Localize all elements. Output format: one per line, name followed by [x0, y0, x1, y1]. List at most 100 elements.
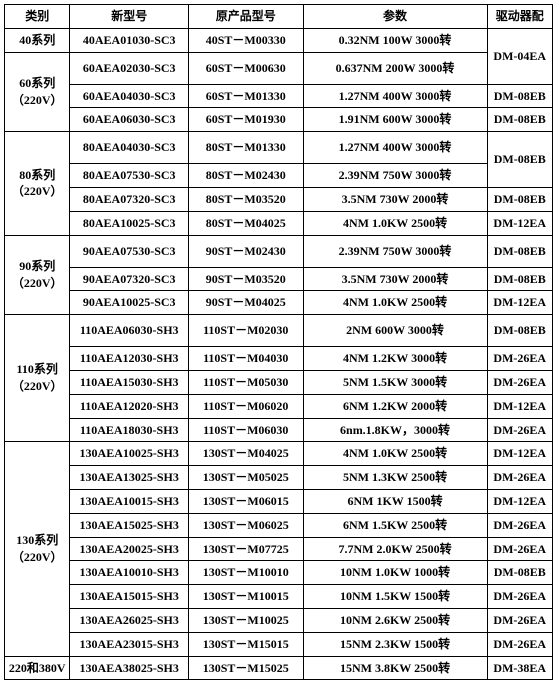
table-row: 130AEA15015-SH3130ST－M1001510NM 1.5KW 15… — [5, 585, 553, 609]
driver-cell: DM-12EA — [487, 442, 552, 466]
driver-cell: DM-08EB — [487, 235, 552, 267]
category-cell: 60系列（220V） — [5, 52, 70, 132]
params-cell: 4NM 1.0KW 2500转 — [303, 442, 487, 466]
table-row: 40系列40AEA01030-SC340ST－M003300.32NM 100W… — [5, 28, 553, 52]
driver-cell: DM-12EA — [487, 211, 552, 235]
driver-cell: DM-12EA — [487, 394, 552, 418]
new-model-cell: 130AEA23015-SH3 — [70, 632, 189, 656]
new-model-cell: 130AEA20025-SH3 — [70, 537, 189, 561]
old-model-cell: 60ST－M01330 — [189, 84, 304, 108]
params-cell: 15NM 3.8KW 2500转 — [303, 656, 487, 680]
old-model-cell: 80ST－M01330 — [189, 132, 304, 164]
table-row: 130AEA13025-SH3130ST－M050255NM 1.3KW 250… — [5, 466, 553, 490]
new-model-cell: 110AEA06030-SH3 — [70, 315, 189, 347]
old-model-cell: 110ST－M05030 — [189, 370, 304, 394]
category-cell: 220和380V — [5, 656, 70, 680]
params-cell: 0.32NM 100W 3000转 — [303, 28, 487, 52]
old-model-cell: 130ST－M15025 — [189, 656, 304, 680]
params-cell: 0.637NM 200W 3000转 — [303, 52, 487, 84]
old-model-cell: 90ST－M04025 — [189, 291, 304, 315]
category-cell: 80系列（220V） — [5, 132, 70, 235]
table-row: 110AEA12030-SH3110ST－M040304NM 1.2KW 300… — [5, 347, 553, 371]
old-model-cell: 90ST－M03520 — [189, 267, 304, 291]
table-row: 80AEA07320-SC380ST－M035203.5NM 730W 2000… — [5, 187, 553, 211]
category-cell: 110系列（220V） — [5, 315, 70, 442]
old-model-cell: 130ST－M05025 — [189, 466, 304, 490]
table-row: 130AEA15025-SH3130ST－M060256NM 1.5KW 250… — [5, 513, 553, 537]
category-cell: 40系列 — [5, 28, 70, 52]
old-model-cell: 80ST－M04025 — [189, 211, 304, 235]
driver-cell: DM-08EB — [487, 132, 552, 188]
params-cell: 5NM 1.3KW 2500转 — [303, 466, 487, 490]
table-row: 130AEA26025-SH3130ST－M1002510NM 2.6KW 25… — [5, 608, 553, 632]
new-model-cell: 130AEA10015-SH3 — [70, 489, 189, 513]
header-old-model: 原产品型号 — [189, 5, 304, 29]
table-row: 130AEA23015-SH3130ST－M1501515NM 2.3KW 15… — [5, 632, 553, 656]
old-model-cell: 110ST－M06030 — [189, 418, 304, 442]
table-row: 130AEA20025-SH3130ST－M077257.7NM 2.0KW 2… — [5, 537, 553, 561]
old-model-cell: 60ST－M01930 — [189, 108, 304, 132]
params-cell: 6NM 1.5KW 2500转 — [303, 513, 487, 537]
header-driver: 驱动器配 — [487, 5, 552, 29]
new-model-cell: 80AEA07530-SC3 — [70, 164, 189, 188]
old-model-cell: 130ST－M07725 — [189, 537, 304, 561]
header-row: 类别 新型号 原产品型号 参数 驱动器配 — [5, 5, 553, 29]
table-row: 110AEA18030-SH3110ST－M060306nm.1.8KW，300… — [5, 418, 553, 442]
new-model-cell: 130AEA13025-SH3 — [70, 466, 189, 490]
params-cell: 15NM 2.3KW 1500转 — [303, 632, 487, 656]
params-cell: 1.91NM 600W 3000转 — [303, 108, 487, 132]
new-model-cell: 80AEA04030-SC3 — [70, 132, 189, 164]
old-model-cell: 60ST－M00630 — [189, 52, 304, 84]
params-cell: 4NM 1.0KW 2500转 — [303, 211, 487, 235]
table-row: 130AEA10015-SH3130ST－M060156NM 1KW 1500转… — [5, 489, 553, 513]
old-model-cell: 130ST－M04025 — [189, 442, 304, 466]
driver-cell: DM-08EB — [487, 561, 552, 585]
driver-cell: DM-08EB — [487, 84, 552, 108]
table-row: 60AEA06030-SC360ST－M019301.91NM 600W 300… — [5, 108, 553, 132]
params-cell: 2.39NM 750W 3000转 — [303, 164, 487, 188]
old-model-cell: 80ST－M02430 — [189, 164, 304, 188]
old-model-cell: 130ST－M10015 — [189, 585, 304, 609]
table-row: 80AEA07530-SC380ST－M024302.39NM 750W 300… — [5, 164, 553, 188]
driver-cell: DM-08EB — [487, 108, 552, 132]
driver-cell: DM-26EA — [487, 537, 552, 561]
table-row: 130AEA10010-SH3130ST－M1001010NM 1.0KW 10… — [5, 561, 553, 585]
params-cell: 2.39NM 750W 3000转 — [303, 235, 487, 267]
table-row: 80AEA10025-SC380ST－M040254NM 1.0KW 2500转… — [5, 211, 553, 235]
new-model-cell: 60AEA06030-SC3 — [70, 108, 189, 132]
new-model-cell: 130AEA38025-SH3 — [70, 656, 189, 680]
new-model-cell: 130AEA26025-SH3 — [70, 608, 189, 632]
new-model-cell: 110AEA12030-SH3 — [70, 347, 189, 371]
driver-cell: DM-26EA — [487, 585, 552, 609]
new-model-cell: 130AEA10010-SH3 — [70, 561, 189, 585]
driver-cell: DM-26EA — [487, 608, 552, 632]
header-params: 参数 — [303, 5, 487, 29]
table-row: 80系列（220V）80AEA04030-SC380ST－M013301.27N… — [5, 132, 553, 164]
old-model-cell: 130ST－M15015 — [189, 632, 304, 656]
driver-cell: DM-12EA — [487, 291, 552, 315]
params-cell: 3.5NM 730W 2000转 — [303, 267, 487, 291]
params-cell: 1.27NM 400W 3000转 — [303, 84, 487, 108]
params-cell: 1.27NM 400W 3000转 — [303, 132, 487, 164]
old-model-cell: 130ST－M06015 — [189, 489, 304, 513]
driver-cell: DM-26EA — [487, 370, 552, 394]
table-row: 130系列（220V）130AEA10025-SH3130ST－M040254N… — [5, 442, 553, 466]
category-cell: 130系列（220V） — [5, 442, 70, 656]
params-cell: 4NM 1.0KW 2500转 — [303, 291, 487, 315]
driver-cell: DM-26EA — [487, 466, 552, 490]
new-model-cell: 40AEA01030-SC3 — [70, 28, 189, 52]
old-model-cell: 90ST－M02430 — [189, 235, 304, 267]
driver-cell: DM-26EA — [487, 347, 552, 371]
params-cell: 10NM 1.0KW 1000转 — [303, 561, 487, 585]
params-cell: 6NM 1.2KW 2000转 — [303, 394, 487, 418]
header-new-model: 新型号 — [70, 5, 189, 29]
old-model-cell: 80ST－M03520 — [189, 187, 304, 211]
driver-cell: DM-08EB — [487, 187, 552, 211]
new-model-cell: 90AEA07320-SC3 — [70, 267, 189, 291]
driver-cell: DM-26EA — [487, 418, 552, 442]
table-row: 90AEA10025-SC390ST－M040254NM 1.0KW 2500转… — [5, 291, 553, 315]
table-row: 60AEA04030-SC360ST－M013301.27NM 400W 300… — [5, 84, 553, 108]
old-model-cell: 130ST－M06025 — [189, 513, 304, 537]
table-row: 110系列（220V）110AEA06030-SH3110ST－M020302N… — [5, 315, 553, 347]
new-model-cell: 90AEA10025-SC3 — [70, 291, 189, 315]
